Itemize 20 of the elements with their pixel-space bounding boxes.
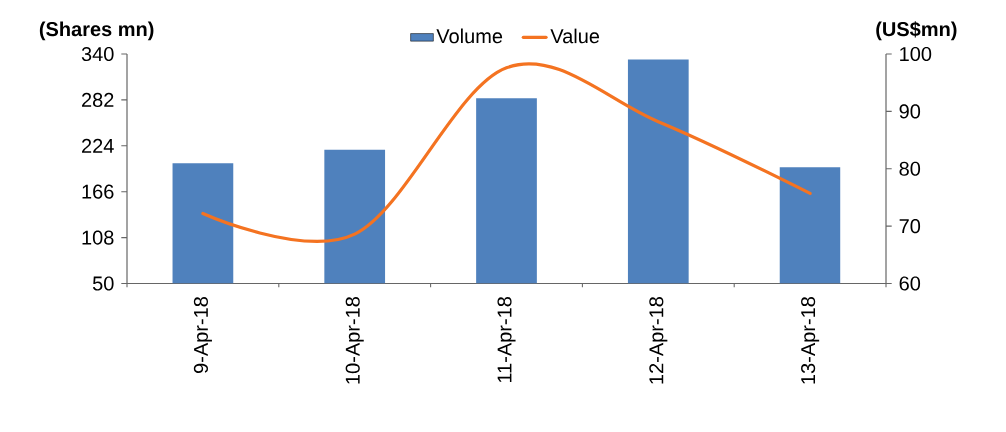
y-tick-label: 108 [82, 230, 114, 245]
x-tick-label: 9-Apr-18 [193, 297, 212, 373]
y2-tick-label: 80 [899, 161, 921, 176]
x-tick-label: 11-Apr-18 [497, 297, 516, 383]
y2-tick-label: 90 [899, 104, 921, 119]
y-tick-label: 224 [82, 138, 114, 153]
legend-label: Value [550, 28, 600, 44]
legend-label: Volume [436, 28, 503, 44]
y-tick-label: 282 [82, 92, 114, 107]
y2-tick-label: 100 [900, 46, 932, 62]
y-axis-title: (Shares mn) [39, 21, 154, 41]
x-tick-label: 13-Apr-18 [801, 297, 820, 384]
y2-axis-title: (US$mn) [876, 21, 957, 41]
y2-tick-label: 70 [899, 219, 921, 234]
x-tick-label: 12-Apr-18 [649, 297, 668, 384]
y-tick-label: 166 [82, 184, 114, 199]
x-tick-label: 10-Apr-18 [345, 297, 364, 384]
y-tick-label: 50 [92, 276, 114, 291]
y-tick-label: 340 [81, 46, 114, 62]
y2-tick-label: 60 [899, 276, 921, 291]
